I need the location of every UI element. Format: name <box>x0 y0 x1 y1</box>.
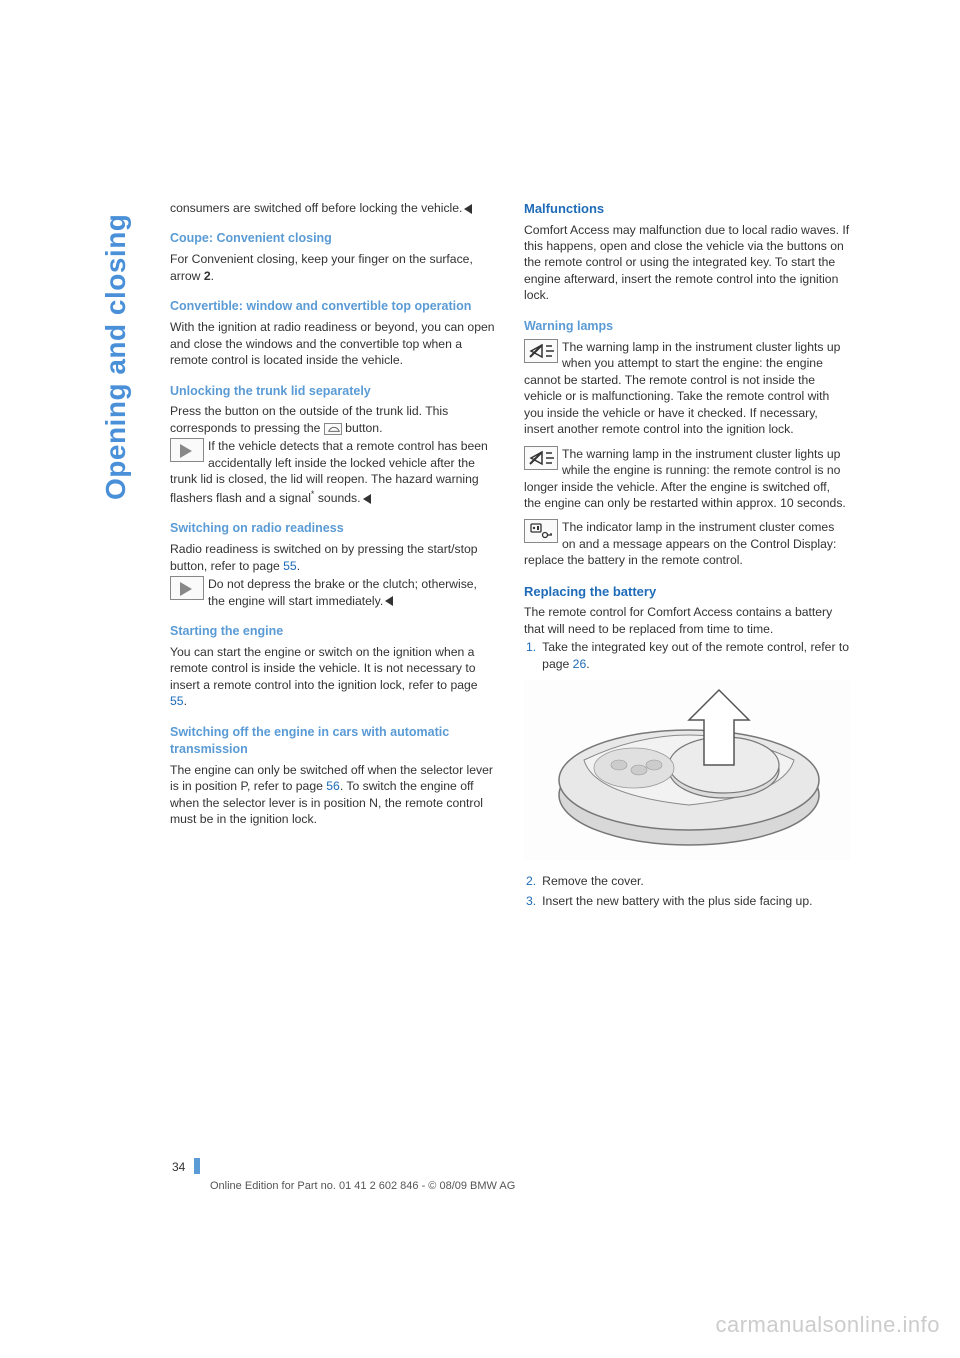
page-ref-link[interactable]: 26 <box>573 657 587 671</box>
note-icon <box>170 438 204 462</box>
note-paragraph: If the vehicle detects that a remote con… <box>170 438 496 506</box>
paragraph: With the ignition at radio readiness or … <box>170 319 496 368</box>
text: . <box>586 657 589 671</box>
step-1: 1. Take the integrated key out of the re… <box>526 639 850 672</box>
warning-lamp-icon <box>524 339 558 363</box>
text: For Convenient closing, keep your finger… <box>170 252 473 282</box>
trunk-button-icon <box>324 423 342 435</box>
heading-trunk-lid: Unlocking the trunk lid separately <box>170 383 496 400</box>
warning-paragraph: The indicator lamp in the instrument clu… <box>524 519 850 568</box>
left-column: consumers are switched off before lockin… <box>170 200 496 914</box>
heading-switching-off: Switching off the engine in cars with au… <box>170 724 496 758</box>
key-battery-icon <box>524 519 558 543</box>
remote-control-figure <box>524 680 850 864</box>
text: You can start the engine or switch on th… <box>170 645 478 692</box>
text: Radio readiness is switched on by pressi… <box>170 542 478 572</box>
text: Do not depress the brake or the clutch; … <box>208 577 477 607</box>
text: The indicator lamp in the instrument clu… <box>524 520 836 567</box>
text: . <box>211 269 214 283</box>
step-text: Remove the cover. <box>542 873 850 889</box>
step-2: 2. Remove the cover. <box>526 873 850 889</box>
step-3: 3. Insert the new battery with the plus … <box>526 893 850 909</box>
text: button. <box>342 421 383 435</box>
text: The warning lamp in the instrument clust… <box>524 447 846 510</box>
paragraph: Radio readiness is switched on by pressi… <box>170 541 496 574</box>
paragraph: The engine can only be switched off when… <box>170 762 496 828</box>
heading-convertible: Convertible: window and convertible top … <box>170 298 496 315</box>
text: . <box>297 559 300 573</box>
paragraph: You can start the engine or switch on th… <box>170 644 496 710</box>
warning-lamp-icon <box>524 446 558 470</box>
note-icon <box>170 576 204 600</box>
step-number: 3. <box>526 893 536 909</box>
text: Press the button on the outside of the t… <box>170 404 448 434</box>
right-column: Malfunctions Comfort Access may malfunct… <box>524 200 850 914</box>
heading-coupe-closing: Coupe: Convenient closing <box>170 230 496 247</box>
step-text: Take the integrated key out of the remot… <box>542 639 850 672</box>
end-mark-icon <box>464 204 472 214</box>
paragraph: Press the button on the outside of the t… <box>170 403 496 436</box>
watermark: carmanualsonline.info <box>715 1312 940 1338</box>
footer-text: Online Edition for Part no. 01 41 2 602 … <box>210 1180 515 1192</box>
two-column-layout: consumers are switched off before lockin… <box>170 200 850 914</box>
note-paragraph: Do not depress the brake or the clutch; … <box>170 576 496 609</box>
page-ref-link[interactable]: 55 <box>170 694 184 708</box>
heading-replacing-battery: Replacing the battery <box>524 583 850 601</box>
page-number-bar <box>194 1158 200 1174</box>
section-side-title: Opening and closing <box>100 214 132 500</box>
paragraph: consumers are switched off before lockin… <box>170 200 496 216</box>
heading-warning-lamps: Warning lamps <box>524 318 850 335</box>
arrow-number: 2 <box>204 269 211 283</box>
step-number: 1. <box>526 639 536 672</box>
text: sounds. <box>314 491 360 505</box>
text: . <box>184 694 187 708</box>
paragraph: For Convenient closing, keep your finger… <box>170 251 496 284</box>
page-ref-link[interactable]: 55 <box>283 559 297 573</box>
heading-malfunctions: Malfunctions <box>524 200 850 218</box>
step-number: 2. <box>526 873 536 889</box>
heading-radio-readiness: Switching on radio readiness <box>170 520 496 537</box>
page-content: consumers are switched off before lockin… <box>170 200 850 914</box>
paragraph: The remote control for Comfort Access co… <box>524 604 850 637</box>
page-ref-link[interactable]: 56 <box>326 779 340 793</box>
paragraph: Comfort Access may malfunction due to lo… <box>524 222 850 304</box>
warning-paragraph: The warning lamp in the instrument clust… <box>524 339 850 438</box>
text: The warning lamp in the instrument clust… <box>524 340 840 436</box>
heading-starting-engine: Starting the engine <box>170 623 496 640</box>
end-mark-icon <box>385 596 393 606</box>
step-text: Insert the new battery with the plus sid… <box>542 893 850 909</box>
page-number: 34 <box>172 1160 185 1174</box>
warning-paragraph: The warning lamp in the instrument clust… <box>524 446 850 512</box>
text: consumers are switched off before lockin… <box>170 201 462 215</box>
end-mark-icon <box>363 494 371 504</box>
